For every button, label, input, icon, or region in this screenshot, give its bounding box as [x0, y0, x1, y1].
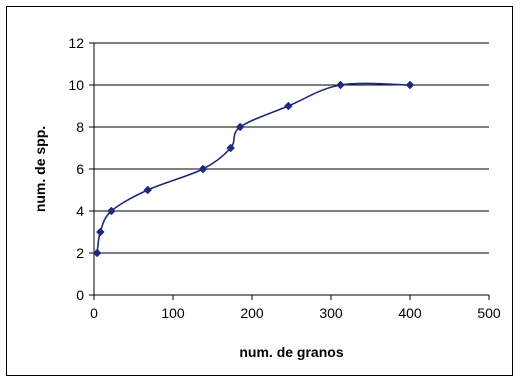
data-point	[107, 206, 116, 216]
y-tick-label: 4	[76, 203, 84, 219]
y-tick-label: 6	[76, 161, 84, 177]
axes	[89, 42, 490, 300]
y-tick-label: 10	[68, 77, 84, 93]
x-tick-label: 400	[398, 305, 422, 321]
data-point	[143, 185, 153, 195]
data-point	[226, 143, 236, 153]
x-tick-label: 200	[240, 305, 264, 321]
data-point	[283, 101, 293, 111]
x-tick-label: 0	[90, 305, 98, 321]
data-point	[235, 122, 245, 132]
y-tick-label: 2	[76, 245, 84, 261]
data-point	[405, 80, 415, 90]
x-tick-label: 100	[161, 305, 185, 321]
y-tick-label: 0	[76, 287, 84, 303]
y-axis-title: num. de spp.	[32, 126, 48, 212]
y-tick-label: 12	[68, 35, 84, 51]
y-tick-label: 8	[76, 119, 84, 135]
gridlines	[94, 42, 489, 254]
chart: 0 2 4 6 8 10 12 0 100 200 300 400 500 num. de granos…	[32, 35, 501, 360]
data-point	[336, 80, 345, 90]
data-point	[198, 164, 208, 174]
chart-frame: 0 2 4 6 8 10 12 0 100 200 300 400 500 num. de granos…	[6, 6, 513, 376]
x-tick-label: 500	[477, 305, 501, 321]
data-point	[92, 248, 102, 258]
x-axis-title: num. de granos	[239, 344, 343, 360]
tick-labels: 0 2 4 6 8 10 12 0 100 200 300 400 500	[68, 35, 500, 321]
series	[92, 80, 415, 258]
series-line	[96, 82, 411, 254]
data-point	[95, 227, 105, 237]
x-tick-label: 300	[319, 305, 343, 321]
